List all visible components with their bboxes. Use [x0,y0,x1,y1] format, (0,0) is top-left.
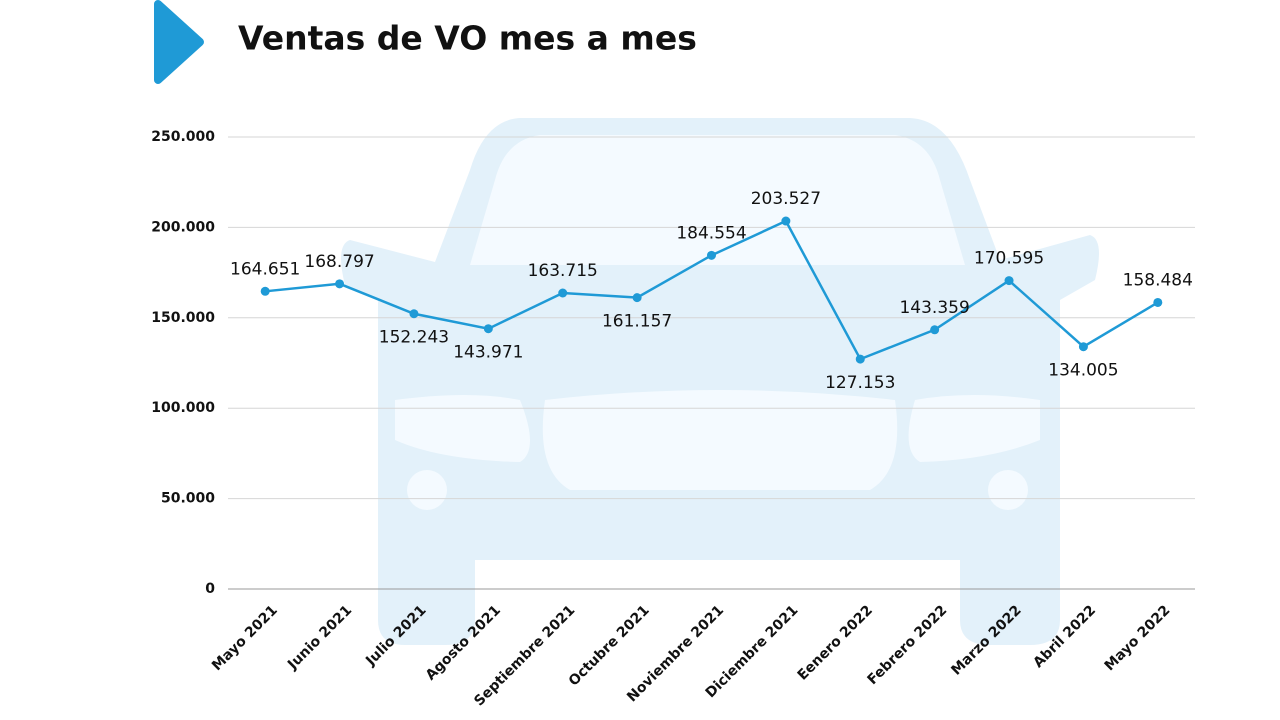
car-background [341,118,1099,645]
point [781,216,791,226]
value-label: 158.484 [1123,270,1193,290]
point [335,279,345,289]
x-tick-label: Eenero 2022 [795,602,876,683]
x-tick-label: Octubre 2021 [566,602,653,689]
point [930,325,940,335]
chart-title: Ventas de VO mes a mes [238,19,697,58]
value-label: 170.595 [974,249,1044,269]
point [260,286,270,296]
point [1004,276,1014,286]
value-label: 152.243 [379,328,449,348]
x-tick-label: Mayo 2021 [209,602,281,674]
point [558,288,568,298]
y-tick-label: 200.000 [151,219,215,235]
value-label: 143.359 [899,298,969,318]
title-icon [154,0,204,84]
value-label: 161.157 [602,312,672,332]
value-label: 168.797 [304,252,374,272]
x-tick-label: Mayo 2022 [1102,602,1174,674]
point [632,293,642,303]
y-tick-label: 150.000 [151,310,215,326]
point [409,309,419,319]
value-label: 134.005 [1048,361,1118,381]
x-tick-label: Junio 2021 [284,602,355,673]
value-label: 164.651 [230,259,300,279]
x-tick-label: Febrero 2022 [865,602,951,688]
y-tick-label: 100.000 [151,400,215,416]
value-label: 184.554 [676,223,746,243]
y-tick-label: 250.000 [151,129,215,145]
value-label: 203.527 [751,189,821,209]
point [1153,297,1163,307]
point [855,354,865,364]
value-label: 163.715 [528,261,598,281]
value-label: 127.153 [825,373,895,393]
point [483,324,493,334]
point [707,250,716,260]
value-label: 143.971 [453,343,523,363]
y-tick-label: 0 [205,581,215,597]
y-tick-label: 50.000 [161,491,215,507]
point [1078,342,1088,352]
